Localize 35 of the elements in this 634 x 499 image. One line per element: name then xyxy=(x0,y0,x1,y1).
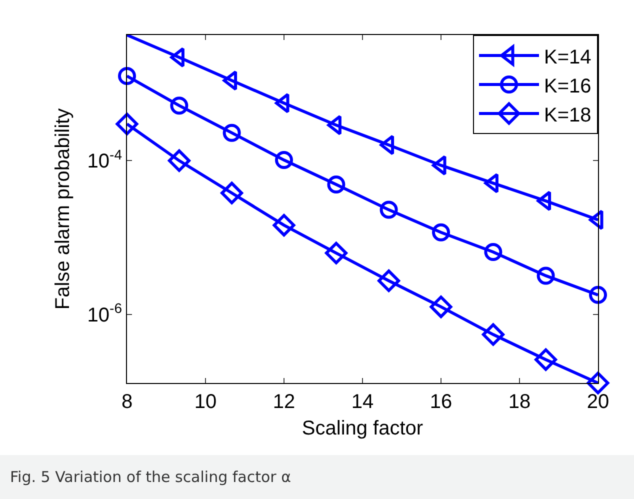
legend-label: K=16 xyxy=(544,75,592,98)
point xyxy=(534,348,558,371)
point xyxy=(432,223,450,242)
y-axis-title: False alarm probability xyxy=(52,108,74,310)
point xyxy=(220,182,244,204)
y-tick-label: 10$^{-4}$ xyxy=(87,146,122,173)
legend-label: K=14 xyxy=(544,46,592,68)
point xyxy=(170,96,188,115)
point xyxy=(380,200,398,219)
x-tick-label: 8 xyxy=(121,391,133,413)
point xyxy=(275,151,293,170)
x-tick-label: 20 xyxy=(586,391,610,413)
y-tick-label: 10$^{-6}$ xyxy=(87,300,122,327)
point xyxy=(378,270,400,292)
x-tick-label: 12 xyxy=(272,391,296,413)
x-tick-label: 14 xyxy=(351,391,374,413)
caption: Fig. 5 Variation of the scaling factor α xyxy=(0,455,634,499)
point xyxy=(324,242,348,264)
x-tick-label: 16 xyxy=(430,391,452,413)
point xyxy=(118,67,136,86)
point xyxy=(272,214,296,236)
point xyxy=(536,266,555,285)
point xyxy=(430,296,452,318)
point xyxy=(168,149,190,172)
point xyxy=(482,323,504,346)
legend-label: K=18 xyxy=(544,104,592,126)
point xyxy=(222,124,241,142)
x-tick-label: 18 xyxy=(508,391,531,413)
point xyxy=(589,286,607,304)
point xyxy=(327,176,346,194)
x-axis-title: Scaling factor xyxy=(302,418,424,440)
point xyxy=(484,243,502,262)
point xyxy=(116,112,138,136)
x-tick-label: 10 xyxy=(194,391,217,413)
point xyxy=(586,372,610,394)
